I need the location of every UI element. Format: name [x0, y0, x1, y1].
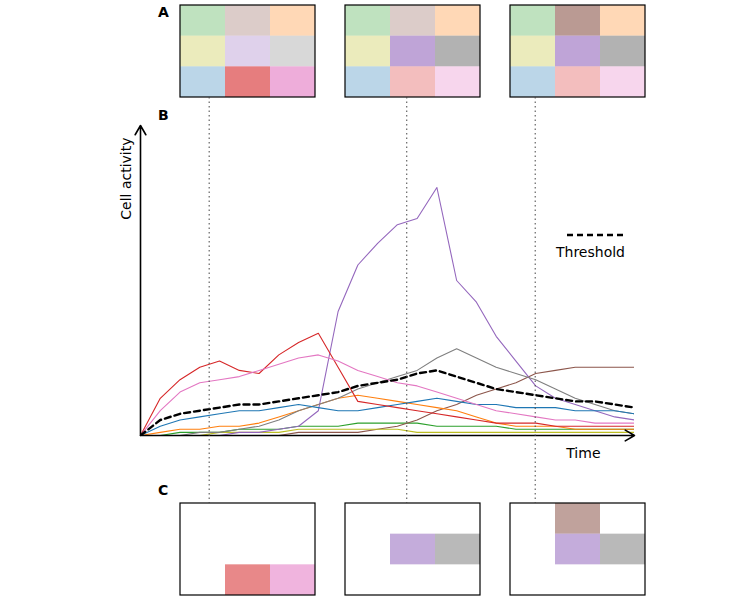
svg-text:Time: Time: [565, 445, 600, 461]
svg-text:Cell activity: Cell activity: [118, 138, 134, 220]
html-text:C: C: [158, 482, 169, 498]
html-text:A: A: [158, 4, 169, 20]
html-text:Threshold: Threshold: [556, 244, 625, 260]
html-text:B: B: [158, 107, 169, 123]
